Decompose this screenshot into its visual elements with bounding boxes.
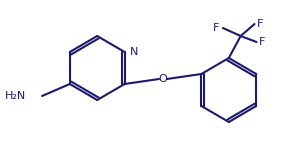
Text: N: N: [130, 47, 138, 57]
Text: O: O: [159, 74, 168, 84]
Text: F: F: [257, 19, 263, 29]
Text: F: F: [258, 37, 265, 47]
Text: F: F: [212, 23, 219, 33]
Text: H₂N: H₂N: [5, 91, 26, 101]
